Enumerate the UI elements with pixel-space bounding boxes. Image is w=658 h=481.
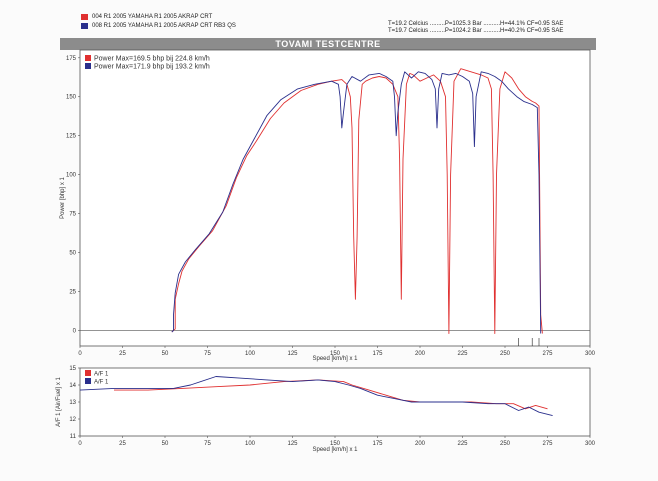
af-legend-label: A/F 1	[94, 380, 109, 386]
power-y-tick-label: 125	[66, 134, 77, 140]
power-legend-swatch	[85, 55, 91, 61]
power-x-tick-label: 200	[415, 351, 426, 357]
af-y-tick-label: 14	[69, 383, 76, 389]
af-series-1-line	[114, 379, 548, 410]
af-x-tick-label: 150	[330, 441, 341, 447]
power-legend-label: Power Max=171.9 bhp bij 193.2 km/h	[94, 64, 210, 71]
power-x-tick-label: 175	[372, 351, 383, 357]
af-x-tick-label: 300	[585, 441, 596, 447]
power-x-tick-label: 250	[500, 351, 511, 357]
af-y-tick-label: 12	[69, 417, 76, 423]
run-1-label: 004 R1 2005 YAMAHA R1 2005 AKRAP CRT	[92, 14, 213, 20]
power-y-tick-label: 100	[66, 173, 77, 179]
power-x-tick-label: 0	[78, 351, 82, 357]
power-y-tick-label: 150	[66, 95, 77, 101]
power-y-tick-label: 175	[66, 56, 77, 62]
power-y-axis-label: Power [bhp] x 1	[60, 176, 66, 218]
power-x-tick-label: 300	[585, 351, 596, 357]
power-plot-area	[79, 49, 591, 347]
af-series-2-line	[79, 376, 553, 417]
power-y-tick-label: 0	[73, 328, 77, 334]
af-legend-label: A/F 1	[94, 372, 109, 378]
power-x-tick-label: 50	[162, 351, 169, 357]
af-x-tick-label: 200	[415, 441, 426, 447]
chart-title: TOVAMI TESTCENTRE	[60, 38, 596, 50]
power-series-1-line	[171, 68, 543, 334]
af-plot-area	[79, 367, 591, 437]
af-x-tick-label: 75	[204, 441, 211, 447]
af-x-tick-label: 125	[287, 441, 298, 447]
af-x-tick-label: 225	[457, 441, 468, 447]
power-y-tick-label: 25	[69, 289, 76, 295]
af-x-tick-label: 275	[542, 441, 553, 447]
power-x-tick-label: 25	[119, 351, 126, 357]
af-x-tick-label: 50	[162, 441, 169, 447]
run-2-label: 008 R1 2005 YAMAHA R1 2005 AKRAP CRT RB3…	[92, 23, 236, 29]
af-x-tick-label: 250	[500, 441, 511, 447]
power-legend-swatch	[85, 63, 91, 69]
af-legend-swatch	[85, 378, 91, 384]
af-y-tick-label: 11	[70, 434, 77, 440]
run-1-swatch	[81, 14, 88, 20]
af-y-tick-label: 15	[69, 366, 76, 372]
power-x-tick-label: 225	[457, 351, 468, 357]
power-x-tick-label: 275	[542, 351, 553, 357]
af-x-tick-label: 175	[372, 441, 383, 447]
af-y-axis-label: A/F 1 [Air/Fuel] x 1	[56, 376, 62, 426]
af-x-tick-label: 100	[245, 441, 256, 447]
power-x-tick-label: 125	[287, 351, 298, 357]
power-y-tick-label: 75	[69, 212, 76, 218]
power-legend-label: Power Max=169.5 bhp bij 224.8 km/h	[94, 56, 210, 63]
power-x-tick-label: 150	[330, 351, 341, 357]
run-2-swatch	[81, 23, 88, 29]
run-1-conditions: T=19.2 Celcius .........P=1025.3 Bar ...…	[388, 21, 564, 27]
power-x-tick-label: 75	[204, 351, 211, 357]
power-series-2-line	[171, 71, 542, 334]
power-x-axis-label: Speed [km/h] x 1	[312, 356, 358, 362]
af-legend-swatch	[85, 370, 91, 376]
af-y-tick-label: 13	[69, 400, 76, 406]
power-x-tick-label: 100	[245, 351, 256, 357]
power-y-tick-label: 50	[69, 251, 76, 257]
af-x-axis-label: Speed [km/h] x 1	[312, 447, 358, 453]
af-x-tick-label: 25	[119, 441, 126, 447]
run-2-conditions: T=19.7 Celcius .........P=1024.2 Bar ...…	[388, 28, 564, 34]
af-x-tick-label: 0	[78, 441, 82, 447]
